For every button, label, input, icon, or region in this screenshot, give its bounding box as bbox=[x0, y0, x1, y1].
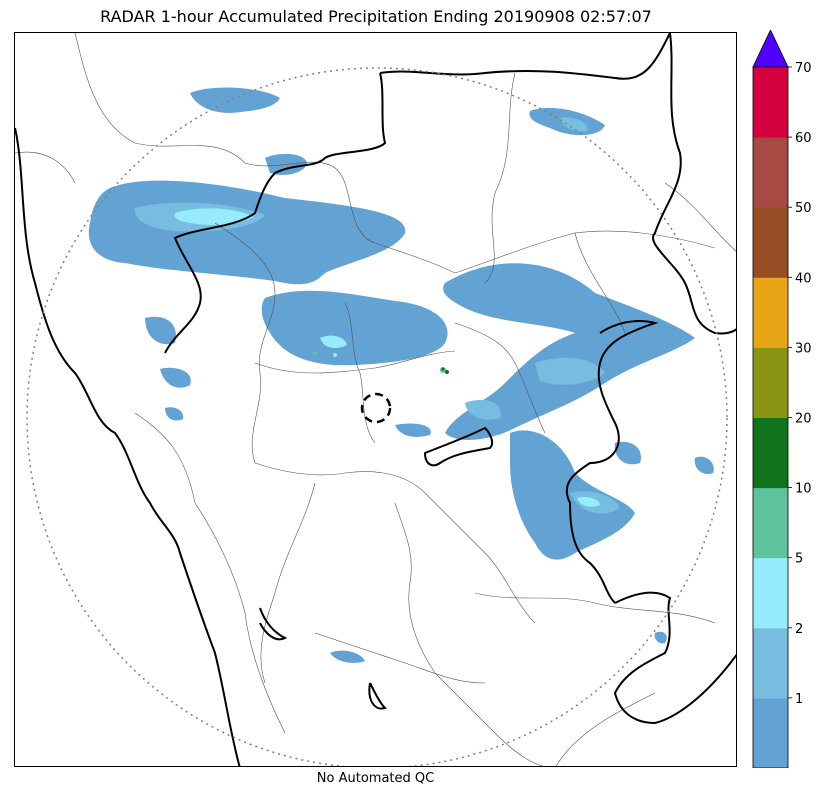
colorbar-tick-label: 40 bbox=[795, 271, 812, 286]
range-ring bbox=[26, 67, 728, 766]
colorbar-tick-label: 1 bbox=[795, 692, 803, 707]
state-boundaries bbox=[15, 33, 736, 766]
precip-light bbox=[88, 87, 714, 663]
radar-site-marker bbox=[360, 392, 392, 424]
district-boundaries bbox=[15, 33, 736, 766]
colorbar-tick-label: 5 bbox=[795, 552, 803, 567]
precip-heavy bbox=[174, 208, 600, 507]
colorbar-bin-2-5 bbox=[753, 557, 788, 629]
radar-map bbox=[14, 32, 737, 767]
colorbar-bin-1-2 bbox=[753, 627, 788, 699]
colorbar-bin-30-40 bbox=[753, 277, 788, 348]
precip-moderate bbox=[134, 117, 620, 514]
colorbar-tick-label: 10 bbox=[795, 482, 812, 497]
colorbar-tick-label: 2 bbox=[795, 622, 803, 637]
colorbar-bin-50-60 bbox=[753, 137, 788, 208]
colorbar-tick-label: 70 bbox=[795, 61, 812, 76]
precipitation-colorbar: 1 2 5 10 20 30 40 50 60 70 bbox=[752, 30, 812, 768]
qc-status-label: No Automated QC bbox=[316, 771, 435, 786]
colorbar-extend-arrow bbox=[752, 30, 789, 68]
colorbar-bin-5-10 bbox=[753, 487, 788, 559]
map-title: RADAR 1-hour Accumulated Precipitation E… bbox=[100, 7, 652, 26]
colorbar-tick-label: 60 bbox=[795, 131, 812, 146]
colorbar-tick-label: 50 bbox=[795, 201, 812, 216]
colorbar-bin-10-20 bbox=[753, 417, 788, 489]
precip-cells bbox=[313, 351, 449, 374]
colorbar-bin-40-50 bbox=[753, 207, 788, 278]
colorbar-tick-label: 30 bbox=[795, 341, 812, 356]
colorbar-bin-0-1 bbox=[753, 697, 788, 768]
colorbar-bin-60-70 bbox=[753, 67, 788, 138]
colorbar-bin-20-30 bbox=[753, 347, 788, 418]
colorbar-tick-label: 20 bbox=[795, 412, 812, 427]
